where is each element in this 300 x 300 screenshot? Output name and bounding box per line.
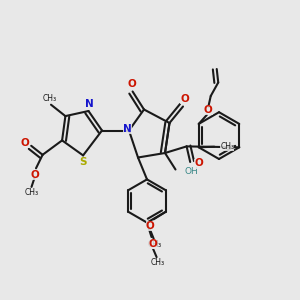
Text: OH: OH	[184, 167, 198, 176]
Text: O: O	[21, 138, 30, 148]
Text: CH₃: CH₃	[220, 142, 235, 151]
Text: CH₃: CH₃	[147, 240, 161, 249]
Text: O: O	[30, 170, 39, 180]
Text: CH₃: CH₃	[42, 94, 57, 103]
Text: S: S	[79, 157, 86, 167]
Text: O: O	[148, 238, 157, 249]
Text: O: O	[194, 158, 203, 169]
Text: O: O	[146, 221, 154, 231]
Text: CH₃: CH₃	[24, 188, 38, 197]
Text: O: O	[128, 79, 136, 89]
Text: CH₃: CH₃	[150, 258, 165, 267]
Text: N: N	[123, 124, 132, 134]
Text: N: N	[85, 99, 94, 110]
Text: O: O	[180, 94, 189, 104]
Text: O: O	[204, 105, 213, 116]
